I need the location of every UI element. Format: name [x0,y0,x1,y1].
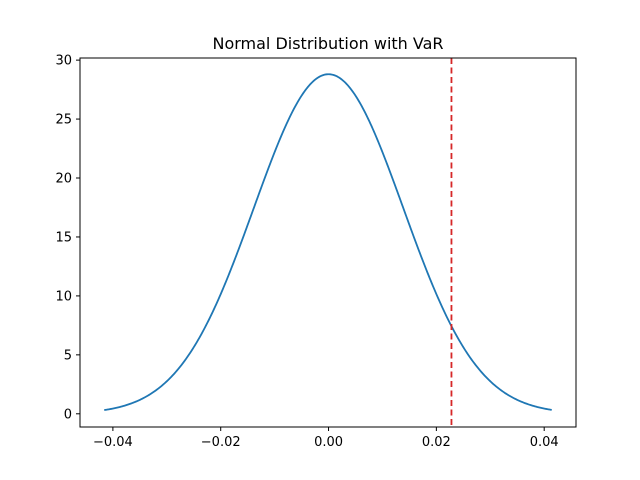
y-tick-label: 15 [55,230,72,245]
y-tick-label: 20 [55,172,72,187]
plot-area: −0.04 −0.02 0.00 0.02 0.04 0 5 10 15 20 25 30 [55,54,577,450]
x-tick-label: −0.02 [201,435,241,450]
x-tick-label: 0.04 [530,435,559,450]
y-tick-label: 10 [55,289,72,304]
x-tick-label: −0.04 [93,435,133,450]
pdf-line [104,73,552,411]
axes-frame [79,57,577,428]
chart-title: Normal Distribution with VaR [212,34,443,53]
y-tick-label: 30 [55,54,72,69]
x-tick-label: 0.00 [314,435,343,450]
y-tick-label: 5 [64,348,72,363]
x-tick-label: 0.02 [422,435,451,450]
y-tick-label: 25 [55,113,72,128]
y-tick-label: 0 [64,407,72,422]
